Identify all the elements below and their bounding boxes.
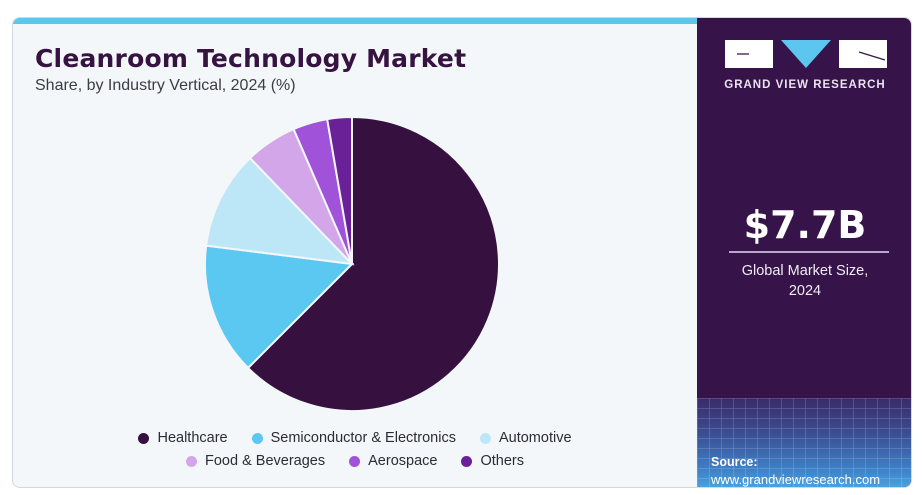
legend-label: Food & Beverages [205, 453, 326, 469]
caption-line-1: Global Market Size, [741, 263, 869, 279]
legend-item-aerospace: Aerospace [349, 453, 437, 469]
legend-dot-icon [186, 455, 198, 467]
chart-card: Cleanroom Technology Market Share, by In… [12, 17, 912, 488]
legend-row-1: Healthcare Semiconductor & Electronics Aut… [13, 430, 697, 448]
legend-row-2: Food & Beverages Aerospace Others [13, 453, 697, 471]
legend-item-others: Others [461, 453, 524, 469]
pie-slice-healthcare [246, 115, 500, 412]
legend-item-healthcare: Healthcare [138, 430, 228, 446]
legend-dot-icon [251, 432, 263, 444]
chart-title: Cleanroom Technology Market [35, 44, 467, 73]
source-label: Source: [711, 455, 758, 469]
market-size-caption: Global Market Size, 2024 [697, 261, 911, 301]
chart-panel: Cleanroom Technology Market Share, by In… [13, 18, 697, 487]
legend-dot-icon [138, 432, 150, 444]
caption-line-2: 2024 [788, 283, 822, 299]
brand-name: GRAND VIEW RESEARCH [724, 79, 886, 91]
gvr-logo-icon [725, 40, 887, 68]
source-background [697, 398, 911, 487]
divider [729, 251, 889, 253]
market-size-value: $7.7B [743, 203, 867, 247]
legend-label: Semiconductor & Electronics [270, 430, 456, 446]
summary-panel: GRAND VIEW RESEARCH $7.7B Global Market … [697, 18, 911, 487]
legend-dot-icon [461, 455, 473, 467]
pie-slice-others [326, 115, 353, 265]
chart-subtitle: Share, by Industry Vertical, 2024 (%) [35, 77, 296, 94]
legend-label: Automotive [498, 430, 572, 446]
legend-label: Aerospace [368, 453, 438, 469]
source-link[interactable]: www.grandviewresearch.com [711, 472, 881, 487]
pie-slice-semiconductor-and-electronics [204, 244, 355, 370]
legend-label: Healthcare [157, 430, 228, 446]
legend-item-food-and-beverages: Food & Beverages [186, 453, 325, 469]
accent-bar [13, 18, 697, 24]
legend-label: Others [480, 453, 524, 469]
pie-chart [204, 115, 500, 412]
legend-dot-icon [349, 455, 361, 467]
pie-slice-automotive [205, 156, 355, 266]
legend-dot-icon [479, 432, 491, 444]
legend-item-semiconductor-and-electronics: Semiconductor & Electronics [251, 430, 456, 446]
legend-item-automotive: Automotive [479, 430, 572, 446]
